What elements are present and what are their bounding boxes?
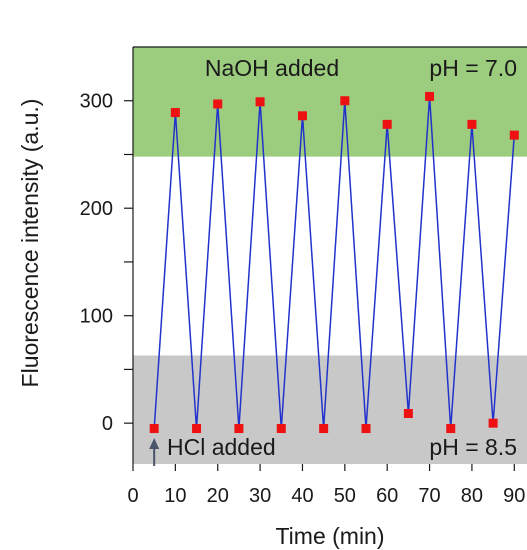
y-tick-label-300: 300 [80,91,113,113]
x-tick-label-40: 40 [291,485,313,507]
band-1 [133,47,527,157]
data-point-2 [170,108,180,118]
x-tick-label-60: 60 [376,485,398,507]
arrow-up-icon [149,438,160,449]
x-tick-label-10: 10 [164,485,186,507]
band-bottom-label: HCl added [167,434,276,460]
data-point-18 [509,130,519,140]
band-2 [133,355,527,464]
y-tick-label-100: 100 [80,306,113,328]
y-tick-label-0: 0 [102,413,113,435]
data-point-8 [297,111,307,121]
bands-layer [133,47,527,464]
data-point-9 [319,424,329,434]
data-point-12 [382,119,392,129]
data-point-3 [192,424,202,434]
axes-layer: 0 100 200 300 0 10 20 30 40 50 60 70 80 90 [80,46,527,507]
data-point-1 [149,424,159,434]
data-point-11 [361,424,371,434]
y-axis-title: Fluorescence intensity (a.u.) [17,99,43,388]
x-tick-label-90: 90 [503,485,525,507]
band-top-label: NaOH added [205,55,339,81]
x-tick-label-80: 80 [461,485,483,507]
series-line-1 [153,96,516,429]
data-point-14 [425,91,435,101]
data-point-17 [488,418,498,428]
x-tick-label-70: 70 [418,485,440,507]
band-bottom-note: pH = 8.5 [429,434,517,460]
series-layer [149,91,519,434]
annot-layer: NaOH added pH = 7.0 HCl added pH = 8.5 [149,55,517,466]
y-tick-label-200: 200 [80,198,113,220]
x-tick-label-20: 20 [207,485,229,507]
x-tick-label-0: 0 [127,485,138,507]
data-point-6 [255,97,265,107]
data-point-13 [403,408,413,418]
data-point-15 [446,424,456,434]
data-point-5 [234,424,244,434]
x-tick-label-30: 30 [249,485,271,507]
data-point-7 [276,424,286,434]
data-point-16 [467,119,477,129]
x-axis-title: Time (min) [275,523,384,549]
data-point-4 [213,99,223,109]
x-tick-label-50: 50 [334,485,356,507]
data-point-10 [340,96,350,106]
band-top-note: pH = 7.0 [429,55,517,81]
